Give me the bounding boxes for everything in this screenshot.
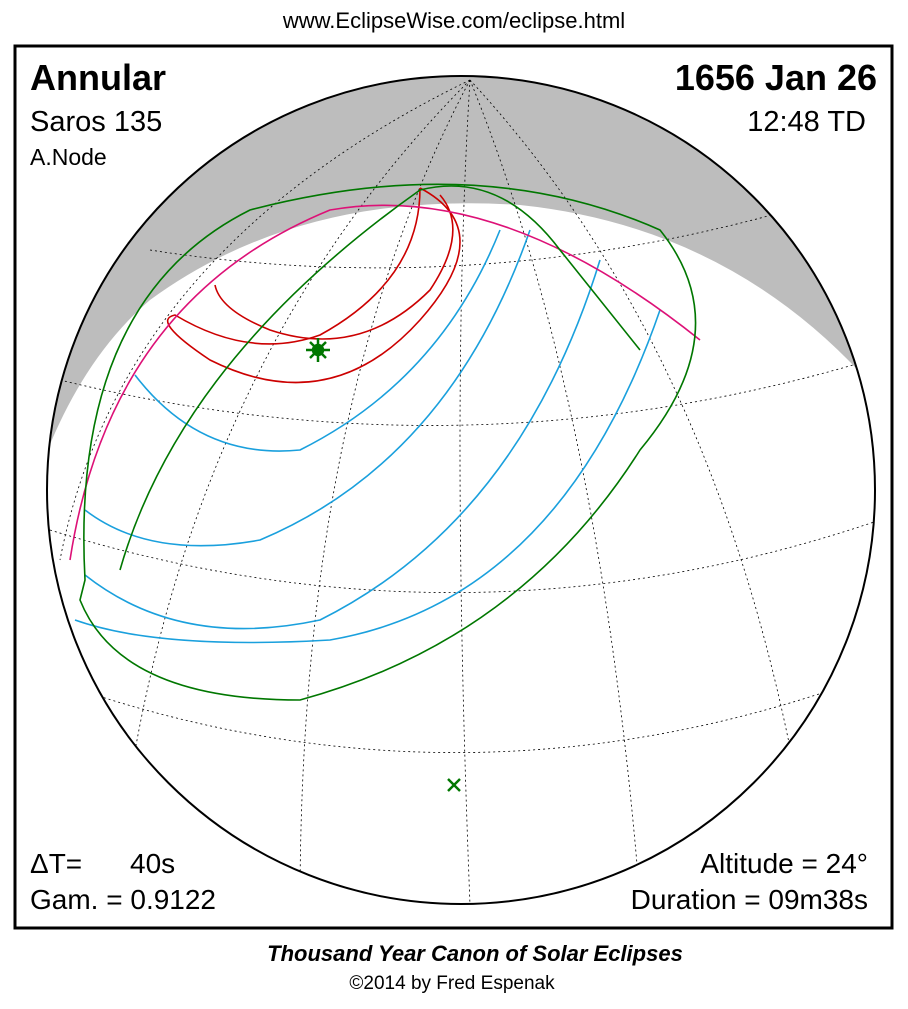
- graticule: [49, 79, 875, 904]
- delta-t-value: 40s: [130, 848, 175, 879]
- eclipse-curves: [69, 183, 701, 701]
- eclipse-type: Annular: [30, 57, 166, 98]
- gamma: Gam. = 0.9122: [30, 884, 216, 915]
- subsolar-point: [447, 778, 461, 792]
- penumbral-curve: [74, 309, 661, 644]
- parallel: [49, 519, 875, 593]
- copyright: ©2014 by Fred Espenak: [349, 973, 555, 994]
- footer-title: Thousand Year Canon of Solar Eclipses: [267, 941, 683, 966]
- central-limit: [166, 187, 461, 384]
- meridian: [59, 79, 471, 561]
- duration: Duration = 09m38s: [631, 884, 868, 915]
- penumbral-curve: [84, 229, 531, 547]
- penumbral-curve: [134, 229, 501, 452]
- parallel: [59, 359, 871, 426]
- altitude: Altitude = 24°: [700, 848, 868, 879]
- penumbral-curve: [84, 259, 601, 630]
- globe-disk: [47, 76, 875, 904]
- parallel: [79, 679, 861, 753]
- date: 1656 Jan 26: [675, 57, 877, 98]
- saros: Saros 135: [30, 106, 162, 138]
- globe-outline: [46, 75, 876, 905]
- url: www.EclipseWise.com/eclipse.html: [282, 8, 625, 33]
- meridian: [469, 79, 641, 901]
- meridian: [129, 79, 471, 781]
- meridian: [299, 79, 471, 904]
- parallel: [149, 209, 791, 269]
- meridian: [459, 79, 471, 904]
- meridian: [469, 79, 801, 801]
- eclipse-limit: [79, 183, 697, 701]
- limit-line: [69, 204, 701, 561]
- central-line: [214, 194, 454, 340]
- time: 12:48 TD: [747, 106, 866, 138]
- delta-t-label: ΔT=: [30, 848, 82, 879]
- eclipse-limit: [119, 185, 641, 571]
- greatest-eclipse: [306, 338, 330, 362]
- node: A.Node: [30, 144, 107, 170]
